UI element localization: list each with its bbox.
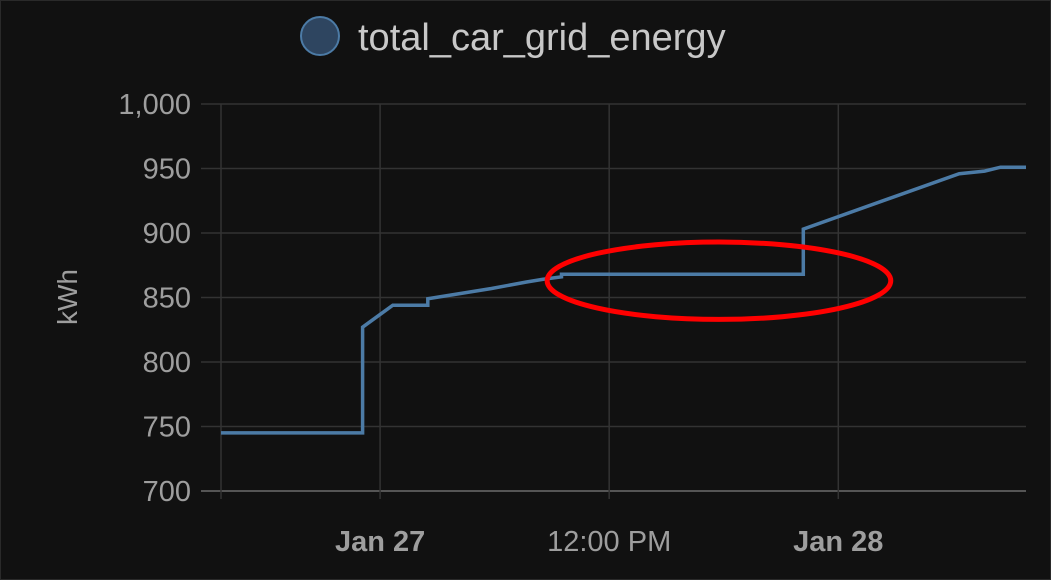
y-tick-label: 900 (143, 218, 191, 250)
y-tick-label: 800 (143, 347, 191, 379)
series-layer (221, 165, 1026, 435)
highlight-ellipse (544, 239, 894, 322)
grid (201, 103, 1026, 499)
series-line[interactable] (221, 165, 1026, 435)
legend-label: total_car_grid_energy (358, 17, 726, 59)
x-tick-label: Jan 28 (793, 526, 883, 558)
y-axis-title: kWh (52, 269, 83, 325)
x-axis-ticks: Jan 27 12:00 PM Jan 28 (335, 526, 883, 558)
y-axis-ticks: 700 750 800 850 900 950 1,000 (118, 89, 191, 508)
y-tick-label: 750 (143, 412, 191, 444)
x-tick-label: 12:00 PM (547, 526, 671, 558)
legend-swatch-icon (300, 16, 340, 56)
y-tick-label: 950 (143, 154, 191, 186)
annotation-layer (544, 239, 894, 322)
y-tick-label: 1,000 (118, 89, 191, 121)
legend[interactable]: total_car_grid_energy (300, 16, 726, 59)
x-tick-label: Jan 27 (335, 526, 425, 558)
y-tick-label: 700 (143, 476, 191, 508)
y-tick-label: 850 (143, 283, 191, 315)
